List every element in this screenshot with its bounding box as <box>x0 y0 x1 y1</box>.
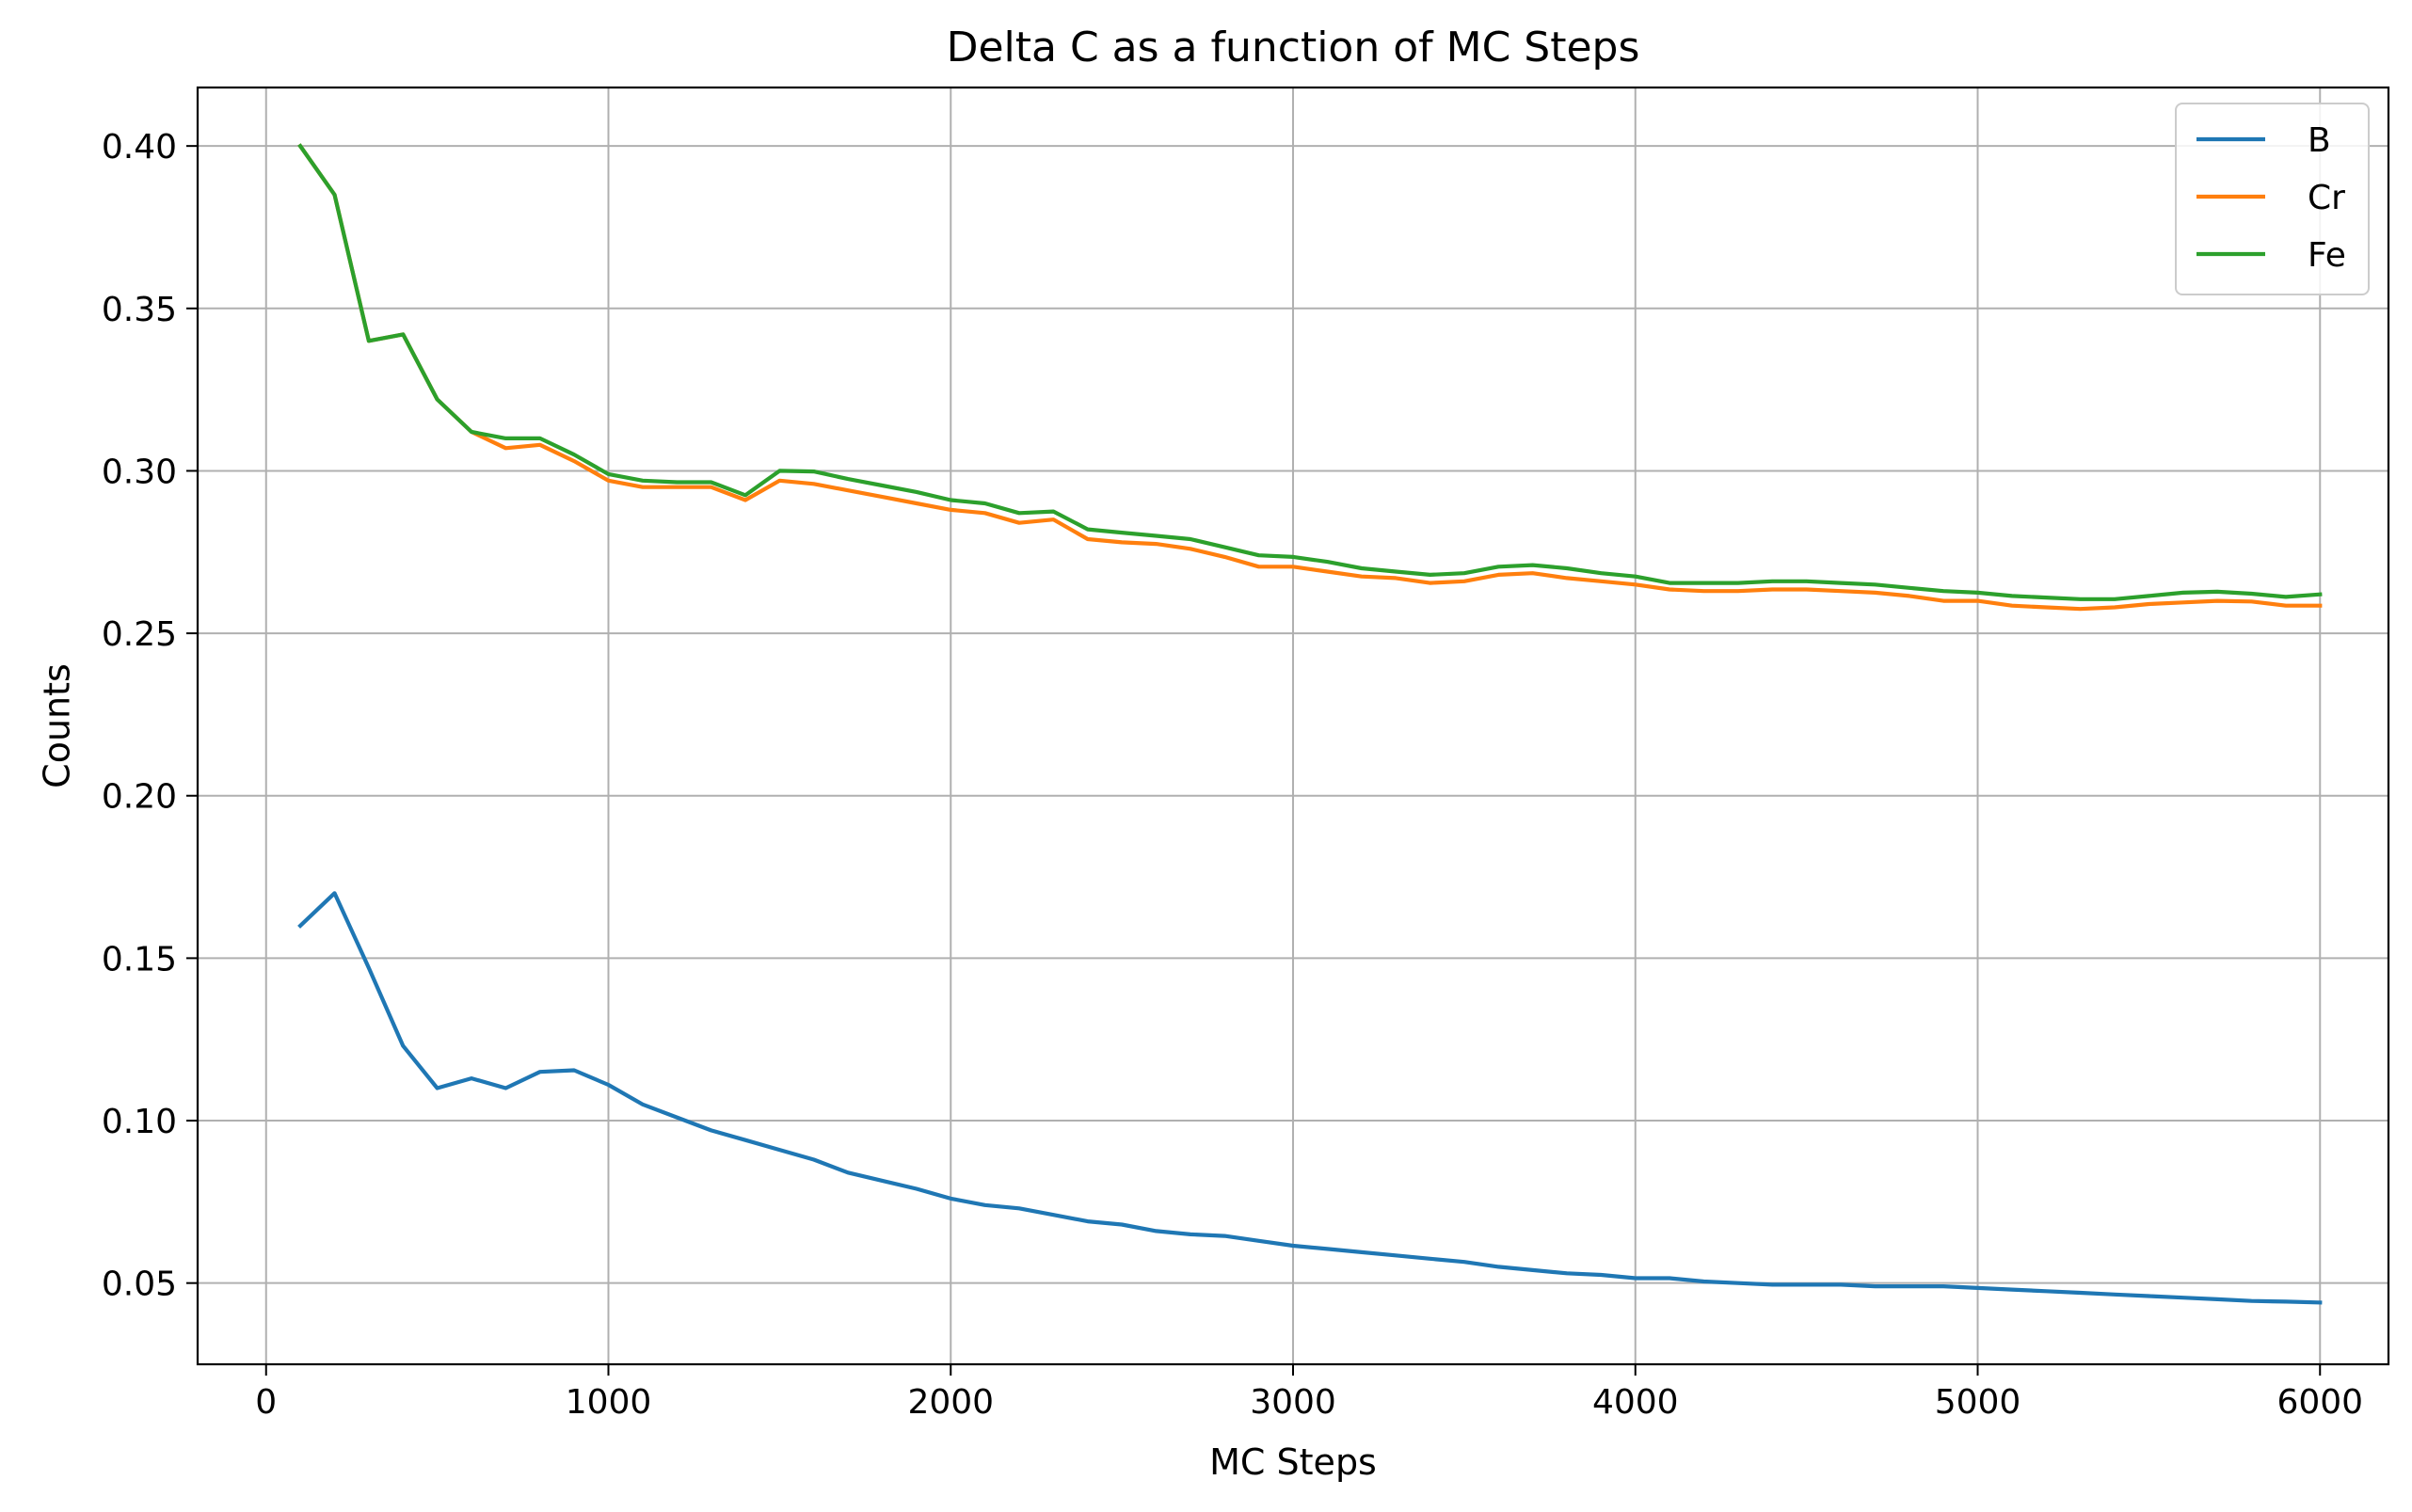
series-line-cr <box>297 143 2323 612</box>
y-tick-label: 0.30 <box>102 453 177 491</box>
legend-label-b: B <box>2308 121 2331 160</box>
axis-ticks: 0 1000 2000 3000 4000 5000 6000 0.05 0.10 0.15 0.2… <box>102 128 2363 1422</box>
y-tick-label: 0.05 <box>102 1265 177 1304</box>
x-tick-label: 6000 <box>2276 1383 2363 1422</box>
plot-lines <box>297 143 2323 1305</box>
x-tick-label: 2000 <box>907 1383 994 1422</box>
y-tick-label: 0.20 <box>102 778 177 817</box>
legend-label-cr: Cr <box>2308 179 2345 217</box>
grid <box>198 88 2388 1364</box>
legend: B Cr Fe <box>2175 103 2370 295</box>
x-tick-label: 0 <box>255 1383 277 1422</box>
y-tick-label: 0.15 <box>102 940 177 979</box>
series-line-fe <box>297 143 2323 601</box>
x-tick-label: 4000 <box>1592 1383 1679 1422</box>
series-line-b <box>297 891 2323 1305</box>
x-tick-label: 1000 <box>566 1383 652 1422</box>
legend-box <box>2175 103 2370 295</box>
y-tick-label: 0.10 <box>102 1103 177 1141</box>
x-tick-label: 5000 <box>1935 1383 2021 1422</box>
chart-title: Delta C as a function of MC Steps <box>947 24 1640 72</box>
x-tick-label: 3000 <box>1250 1383 1336 1422</box>
y-axis-label: Counts <box>36 663 77 788</box>
y-tick-label: 0.25 <box>102 615 177 654</box>
legend-label-fe: Fe <box>2308 236 2346 275</box>
y-tick-label: 0.35 <box>102 291 177 329</box>
y-tick-label: 0.40 <box>102 128 177 167</box>
x-axis-label: MC Steps <box>1209 1441 1377 1483</box>
